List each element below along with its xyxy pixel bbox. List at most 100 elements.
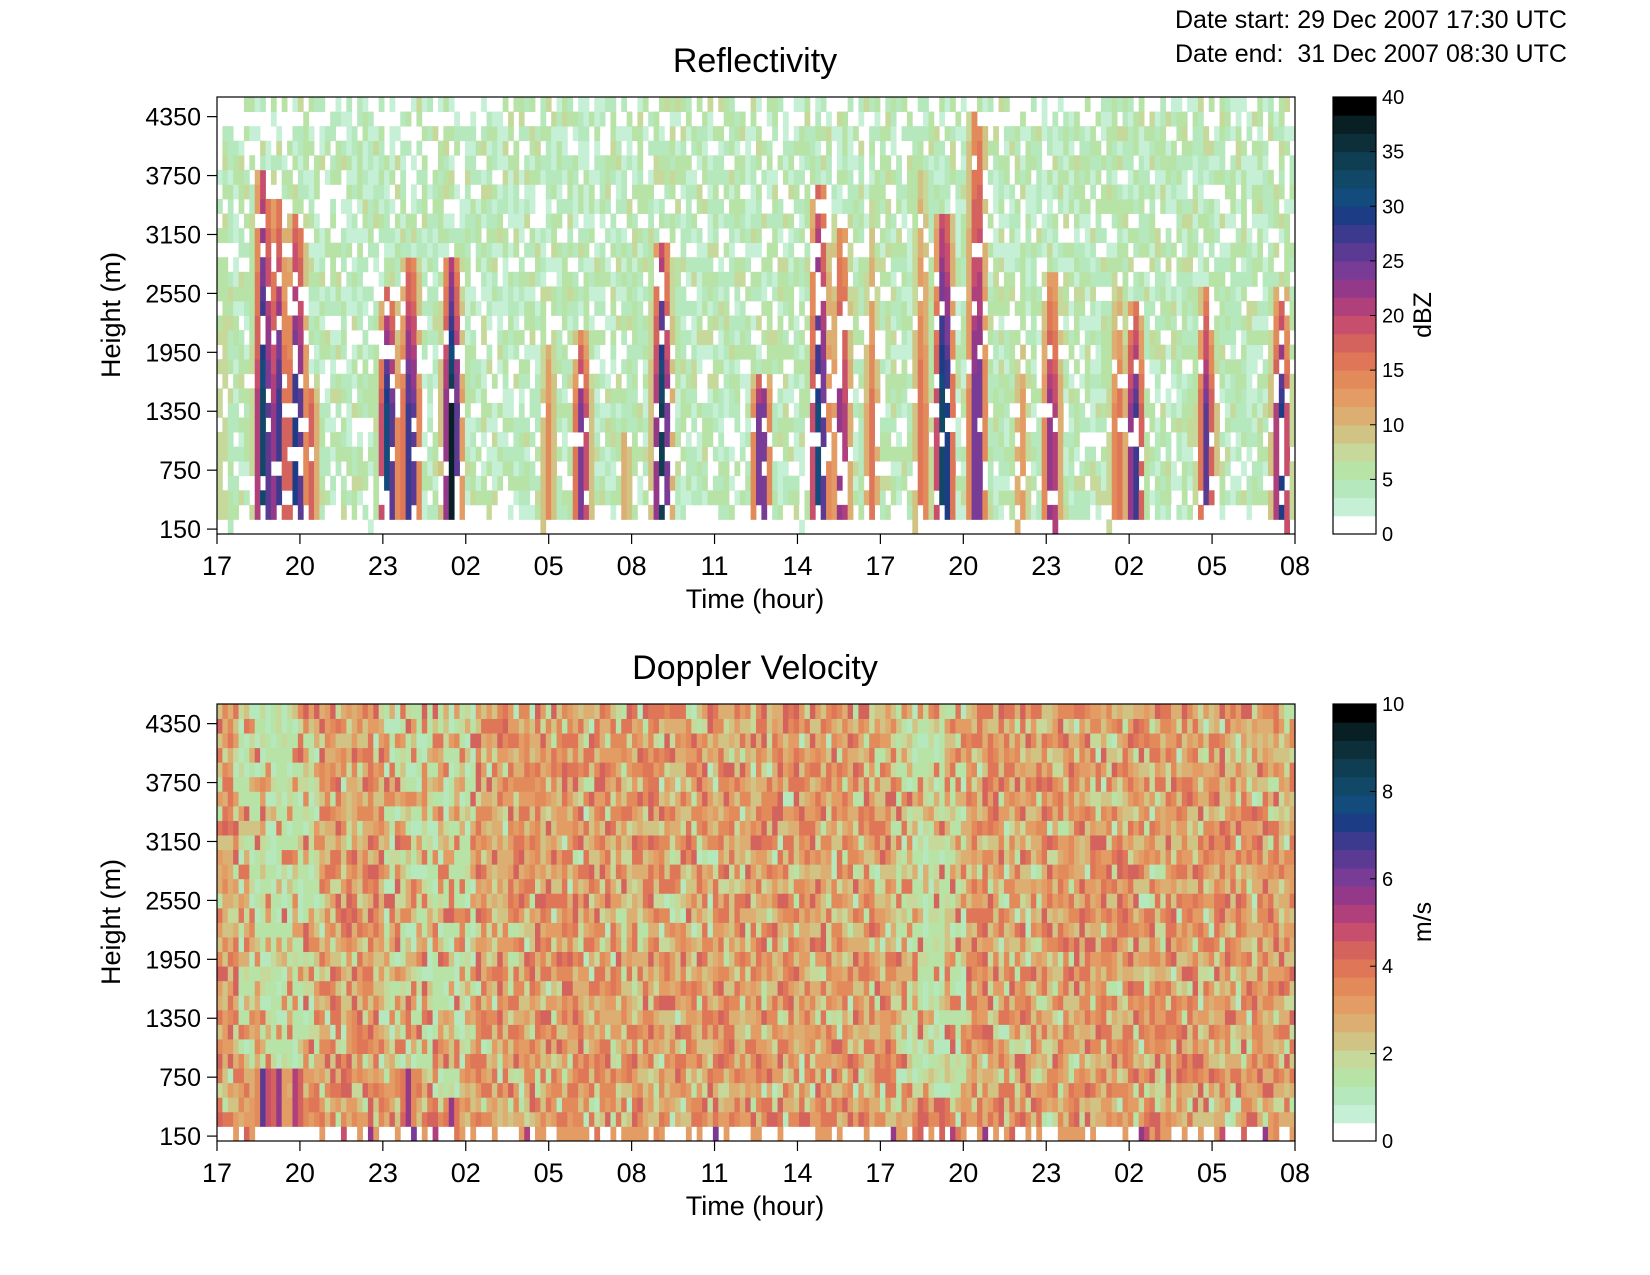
heatmap-cell <box>1219 213 1226 229</box>
heatmap-cell <box>853 388 859 404</box>
heatmap-cell <box>664 271 671 287</box>
heatmap-cell <box>820 97 827 112</box>
heatmap-cell <box>756 155 762 171</box>
heatmap-cell <box>276 1024 283 1040</box>
heatmap-cell <box>400 184 407 200</box>
heatmap-cell <box>923 461 929 477</box>
heatmap-cell <box>621 330 628 346</box>
heatmap-cell <box>227 475 234 491</box>
heatmap-cell <box>906 344 913 360</box>
heatmap-cell <box>739 213 746 229</box>
heatmap-cell <box>1084 257 1091 273</box>
heatmap-cell <box>1138 228 1145 244</box>
heatmap-cell <box>222 344 229 360</box>
heatmap-cell <box>1014 359 1021 375</box>
heatmap-cell <box>1181 446 1188 462</box>
heatmap-cell <box>653 475 660 491</box>
heatmap-cell <box>729 344 735 360</box>
heatmap-cell <box>287 805 293 821</box>
heatmap-cell <box>330 373 336 389</box>
heatmap-cell <box>222 1024 229 1040</box>
colorbar-swatch <box>1333 279 1376 298</box>
heatmap-cell <box>1165 461 1172 477</box>
heatmap-cell <box>826 257 832 273</box>
heatmap-cell <box>260 951 266 967</box>
heatmap-cell <box>712 417 719 433</box>
heatmap-cell <box>572 213 579 229</box>
heatmap-cell <box>330 213 336 229</box>
heatmap-cell <box>491 140 498 156</box>
heatmap-cell <box>605 446 611 462</box>
heatmap-cell <box>723 388 730 404</box>
heatmap-cell <box>1251 402 1258 418</box>
heatmap-cell <box>750 242 757 258</box>
heatmap-cell <box>233 1039 239 1054</box>
heatmap-cell <box>804 213 811 229</box>
heatmap-cell <box>421 300 428 316</box>
heatmap-cell <box>443 184 450 200</box>
heatmap-cell <box>270 373 277 389</box>
heatmap-cell <box>923 490 929 506</box>
heatmap-cell <box>1187 475 1193 491</box>
heatmap-cell <box>885 271 892 287</box>
heatmap-cell <box>281 762 288 778</box>
heatmap-cell <box>249 966 256 982</box>
heatmap-cell <box>815 257 822 273</box>
heatmap-cell <box>637 330 644 346</box>
heatmap-cell <box>998 432 1005 447</box>
heatmap-cell <box>297 980 304 996</box>
heatmap-cell <box>1133 111 1140 127</box>
heatmap-cell <box>718 475 725 491</box>
heatmap-cell <box>928 213 935 229</box>
heatmap-cell <box>621 432 628 447</box>
heatmap-cell <box>373 417 380 433</box>
heatmap-cell <box>481 242 487 258</box>
heatmap-cell <box>378 126 385 142</box>
heatmap-cell <box>1122 213 1129 229</box>
heatmap-cell <box>669 111 676 127</box>
heatmap-cell <box>421 126 428 142</box>
heatmap-cell <box>470 344 477 360</box>
heatmap-cell <box>1111 169 1118 185</box>
heatmap-cell <box>249 878 256 894</box>
heatmap-cell <box>367 461 374 477</box>
heatmap-cell <box>524 432 531 447</box>
heatmap-cell <box>1262 504 1269 520</box>
heatmap-cell <box>1138 213 1145 229</box>
heatmap-cell <box>227 402 234 418</box>
heatmap-cell <box>427 446 433 462</box>
heatmap-cell <box>238 184 245 200</box>
heatmap-cell <box>933 257 940 273</box>
heatmap-cell <box>944 286 951 302</box>
heatmap-cell <box>1117 359 1123 375</box>
heatmap-cell <box>411 271 417 287</box>
heatmap-cell <box>1262 271 1269 287</box>
heatmap-cell <box>912 126 919 142</box>
heatmap-cell <box>276 704 283 719</box>
heatmap-cell <box>292 733 299 749</box>
heatmap-cell <box>308 359 315 375</box>
heatmap-cell <box>1284 257 1291 273</box>
heatmap-cell <box>680 359 687 375</box>
heatmap-cell <box>605 169 611 185</box>
heatmap-cell <box>1079 155 1086 171</box>
heatmap-cell <box>1117 140 1123 156</box>
heatmap-cell <box>1079 344 1086 360</box>
heatmap-cell <box>788 155 795 171</box>
heatmap-cell <box>745 432 752 447</box>
heatmap-cell <box>594 461 601 477</box>
heatmap-cell <box>632 271 638 287</box>
heatmap-cell <box>642 373 649 389</box>
heatmap-cell <box>772 198 778 214</box>
heatmap-cell <box>1090 257 1096 273</box>
heatmap-cell <box>599 490 606 506</box>
heatmap-cell <box>664 461 671 477</box>
heatmap-cell <box>464 300 471 316</box>
heatmap-cell <box>475 228 482 244</box>
heatmap-cell <box>1111 417 1118 433</box>
heatmap-cell <box>1036 490 1043 506</box>
heatmap-cell <box>847 126 854 142</box>
heatmap-cell <box>1084 315 1091 331</box>
heatmap-cell <box>1095 315 1102 331</box>
heatmap-cell <box>788 490 795 506</box>
